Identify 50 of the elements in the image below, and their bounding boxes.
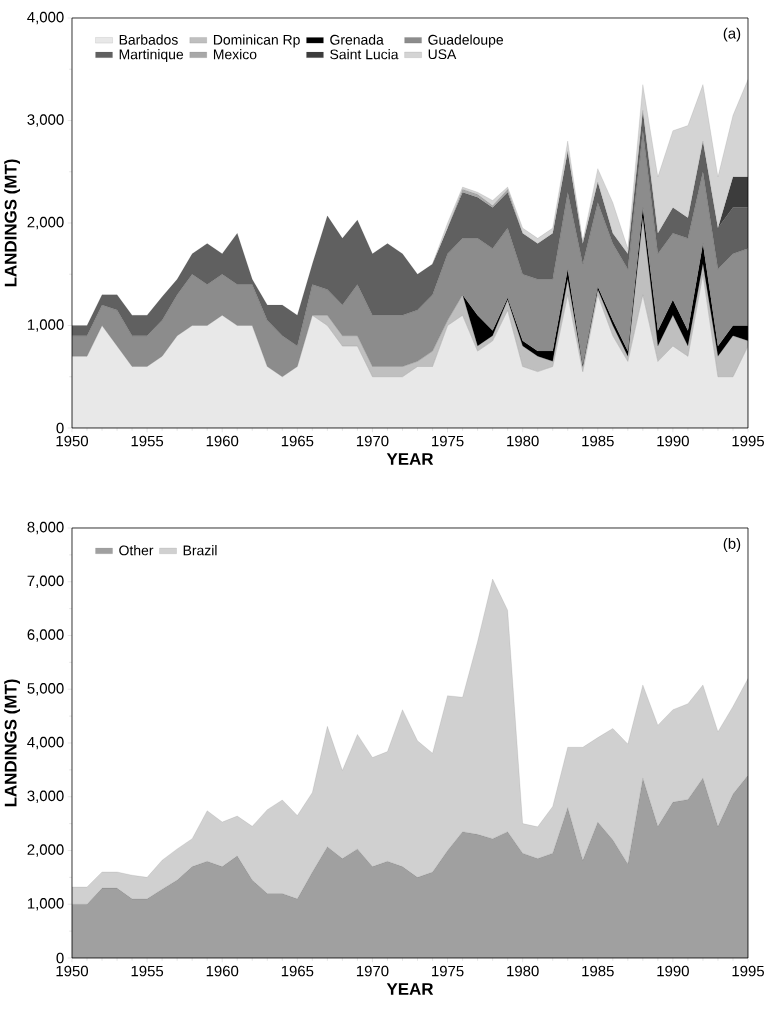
x-axis-title: YEAR: [386, 983, 434, 995]
legend-label: Guadeloupe: [428, 34, 504, 48]
x-tick-label: 1950: [56, 435, 89, 447]
x-tick-label: 1955: [131, 435, 164, 447]
y-tick-label: 2,000: [27, 844, 64, 857]
legend-label: Barbados: [119, 34, 178, 45]
legend-label: Martinique: [119, 49, 184, 63]
x-tick-label: 1960: [206, 965, 239, 977]
legend-label: Other: [119, 545, 154, 556]
x-tick-label: 1980: [507, 965, 539, 977]
x-axis-title: YEAR: [386, 453, 434, 465]
x-tick-label: 1995: [732, 435, 764, 447]
x-tick-label: 1970: [356, 435, 389, 447]
x-tick-label: 1965: [281, 965, 314, 977]
legend-label: Saint Lucia: [330, 49, 399, 60]
y-tick-label: 0: [56, 952, 64, 964]
y-tick-label: 3,000: [27, 790, 64, 803]
x-tick-label: 1980: [507, 435, 539, 447]
y-tick-label: 7,000: [27, 575, 64, 588]
y-tick-label: 8,000: [27, 521, 64, 535]
x-tick-label: 1965: [281, 435, 314, 447]
x-tick-label: 1950: [56, 965, 89, 977]
x-tick-label: 1960: [206, 435, 239, 447]
annotation: (a): [723, 27, 741, 42]
y-axis-title: LANDINGS (MT): [4, 159, 20, 287]
x-tick-label: 1990: [657, 965, 689, 977]
y-tick-label: 6,000: [27, 629, 64, 642]
x-tick-label: 1990: [657, 435, 689, 447]
y-tick-label: 0: [56, 422, 64, 434]
x-tick-label: 1995: [732, 965, 764, 977]
x-tick-label: 1985: [582, 965, 614, 977]
legend-label: Dominican Rp: [213, 34, 300, 48]
y-tick-label: 3,000: [27, 114, 64, 127]
y-tick-label: 1,000: [27, 319, 64, 332]
legend-label: Grenada: [330, 34, 384, 45]
y-tick-label: 2,000: [27, 216, 64, 230]
y-axis-title: LANDINGS (MT): [4, 679, 20, 807]
x-tick-label: 1975: [432, 965, 464, 977]
x-tick-label: 1975: [432, 435, 464, 447]
legend-label: Brazil: [183, 545, 217, 556]
y-tick-label: 4,000: [27, 736, 64, 750]
x-tick-label: 1985: [582, 435, 614, 447]
legend-label: USA: [428, 49, 457, 60]
x-tick-label: 1955: [131, 965, 164, 977]
y-tick-label: 4,000: [27, 11, 64, 25]
x-tick-label: 1970: [356, 965, 389, 977]
y-tick-label: 5,000: [27, 683, 64, 696]
annotation: (b): [723, 537, 741, 552]
y-tick-label: 1,000: [27, 898, 64, 911]
legend-label: Mexico: [213, 49, 257, 60]
